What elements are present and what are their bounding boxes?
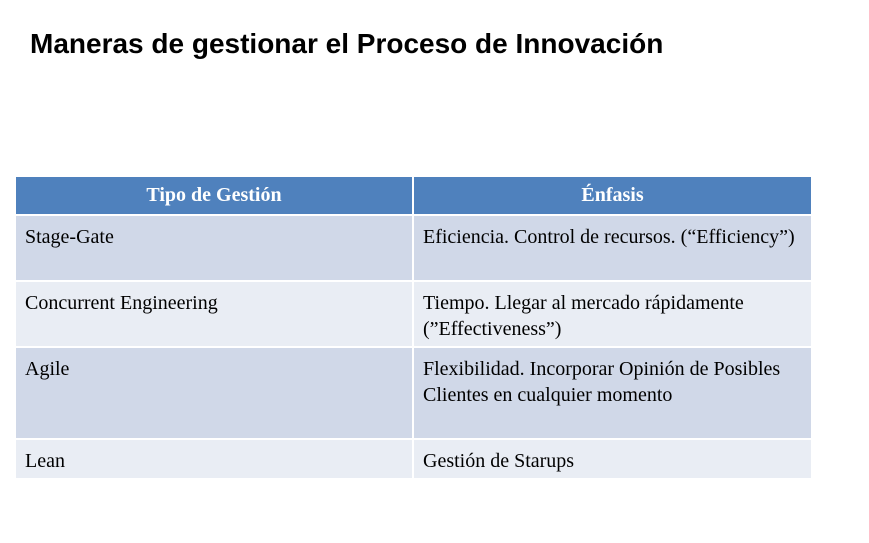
cell-enfasis: Gestión de Starups [412, 438, 811, 480]
cell-enfasis: Eficiencia. Control de recursos. (“Effic… [412, 214, 811, 282]
table-row: Lean Gestión de Starups [16, 438, 811, 480]
table-row: Stage-Gate Eficiencia. Control de recurs… [16, 214, 811, 282]
cell-tipo: Agile [16, 346, 414, 440]
management-table: Tipo de Gestión Énfasis Stage-Gate Efici… [16, 177, 811, 480]
header-enfasis: Énfasis [412, 177, 811, 216]
cell-tipo: Concurrent Engineering [16, 280, 414, 348]
header-tipo-de-gestion: Tipo de Gestión [16, 177, 414, 216]
table-row: Agile Flexibilidad. Incorporar Opinión d… [16, 346, 811, 440]
cell-tipo: Stage-Gate [16, 214, 414, 282]
slide-title: Maneras de gestionar el Proceso de Innov… [30, 28, 664, 59]
table-header-row: Tipo de Gestión Énfasis [16, 177, 811, 216]
cell-tipo: Lean [16, 438, 414, 480]
management-table-container: Tipo de Gestión Énfasis Stage-Gate Efici… [16, 177, 811, 480]
table-row: Concurrent Engineering Tiempo. Llegar al… [16, 280, 811, 348]
cell-enfasis: Tiempo. Llegar al mercado rápidamente (”… [412, 280, 811, 348]
cell-enfasis: Flexibilidad. Incorporar Opinión de Posi… [412, 346, 811, 440]
